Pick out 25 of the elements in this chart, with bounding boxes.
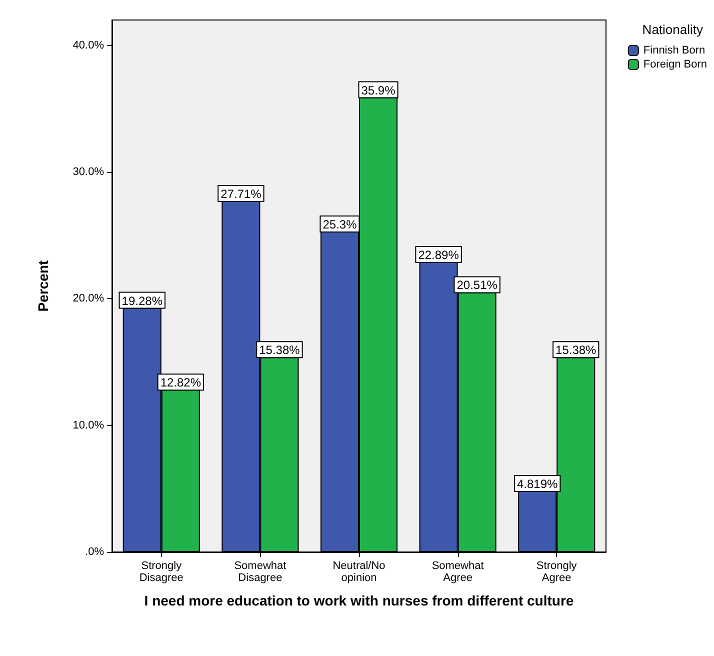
x-tick-label: Somewhat Disagree xyxy=(234,560,286,584)
legend-label: Finnish Born xyxy=(643,44,706,56)
x-tick-label: Strongly Disagree xyxy=(139,560,184,584)
y-tick-label: 40.0% xyxy=(72,39,104,52)
x-tick-label: Strongly Agree xyxy=(536,560,578,584)
data-label: 12.82% xyxy=(160,376,202,390)
x-tick-label: Neutral/No opinion xyxy=(332,560,386,584)
y-tick-label: 30.0% xyxy=(72,166,104,178)
data-label: 4.819% xyxy=(516,476,558,491)
data-label: 35.9% xyxy=(361,83,396,98)
data-label: 25.3% xyxy=(322,218,358,232)
legend-label: Foreign Born xyxy=(643,58,708,70)
data-label: 15.38% xyxy=(556,343,597,358)
data-label: 19.28% xyxy=(122,294,163,308)
data-label: 27.71% xyxy=(220,187,262,202)
x-tick-label: Somewhat Agree xyxy=(432,560,484,584)
data-label: 15.38% xyxy=(259,343,300,358)
legend-title: Nationality xyxy=(642,22,704,37)
data-label: 22.89% xyxy=(418,248,460,262)
y-axis-title: Percent xyxy=(35,260,51,312)
y-tick-label: 10.0% xyxy=(72,419,104,432)
y-tick-label: 20.0% xyxy=(72,292,104,305)
y-tick-label: .0% xyxy=(85,546,104,558)
data-label: 20.51% xyxy=(456,278,498,292)
x-axis-title: I need more education to work with nurses from different culture xyxy=(144,592,574,608)
